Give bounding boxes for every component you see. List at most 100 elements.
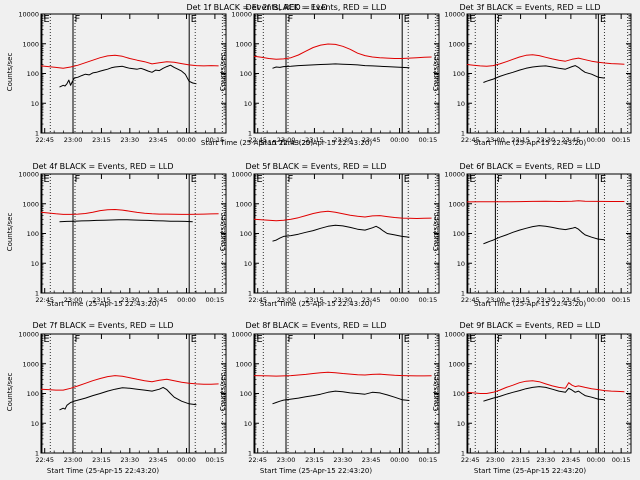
x-tick-label: 22:45 <box>461 456 480 464</box>
y-tick-label: 100 <box>240 390 252 398</box>
y-tick-label: 10000 <box>18 11 39 19</box>
x-tick-label: 23:45 <box>362 456 381 464</box>
detector-7f-panel: Det 7f BLACK = Events, RED = LLD Start T… <box>6 321 227 475</box>
y-tick-label: 10 <box>457 420 465 428</box>
detector-5f-panel: Det 5f BLACK = Events, RED = LLD Start T… <box>219 162 440 308</box>
x-tick-label: 00:15 <box>206 136 225 144</box>
lld-series-line <box>253 210 432 222</box>
y-tick-label: 10 <box>244 260 252 268</box>
panel-title: Det 7f BLACK = Events, RED = LLD <box>32 321 173 330</box>
x-tick-label: 23:45 <box>362 296 381 304</box>
panel-title: Det 2f BLACK = Events, RED = LLD <box>245 3 386 12</box>
x-tick-label: 00:15 <box>612 456 631 464</box>
y-tick-label: 1000 <box>235 40 252 48</box>
y-tick-label: 1 <box>35 130 39 138</box>
event-marker-label: E <box>404 14 410 25</box>
x-tick-label: 00:15 <box>419 136 438 144</box>
x-tick-label: 00:00 <box>390 136 409 144</box>
x-tick-label: 23:15 <box>511 456 530 464</box>
x-tick-label: 23:00 <box>64 456 83 464</box>
event-marker-label: E <box>191 14 197 25</box>
x-tick-label: 23:30 <box>120 456 139 464</box>
x-tick-label: 23:30 <box>333 456 352 464</box>
x-tick-label: 23:00 <box>486 296 505 304</box>
x-tick-label: 23:45 <box>149 456 168 464</box>
event-marker-label: E <box>404 174 410 185</box>
detector-6f-panel: Det 6f BLACK = Events, RED = LLD Start T… <box>432 162 632 308</box>
y-tick-label: 100 <box>240 70 252 78</box>
x-tick-label: 00:00 <box>587 456 606 464</box>
x-tick-label: 00:15 <box>419 296 438 304</box>
x-tick-label: 23:15 <box>305 136 324 144</box>
y-tick-label: 10000 <box>18 331 39 339</box>
x-tick-label: 00:15 <box>612 136 631 144</box>
y-tick-label: 1000 <box>448 200 465 208</box>
y-tick-label: 10 <box>31 260 39 268</box>
detector-4f-panel: Det 4f BLACK = Events, RED = LLD Start T… <box>6 162 227 308</box>
y-tick-label: 100 <box>453 70 465 78</box>
event-marker-label: E <box>404 334 410 345</box>
x-tick-label: 23:45 <box>149 296 168 304</box>
events-series-line <box>59 219 193 223</box>
event-marker-label: E <box>191 334 197 345</box>
x-axis-label: Start Time (25-Apr-15 22:43:20) <box>260 467 372 475</box>
y-tick-label: 1000 <box>22 200 39 208</box>
event-marker-label: E <box>256 174 262 185</box>
x-axis-label: Start Time (25-Apr-15 22:43:20) <box>47 300 159 308</box>
y-tick-label: 100 <box>453 390 465 398</box>
event-marker-label: F <box>497 334 503 345</box>
event-marker-label: E <box>469 174 475 185</box>
x-tick-label: 23:00 <box>486 136 505 144</box>
x-axis-label: Start Time (25-Apr-15 22:43:20) <box>47 467 159 475</box>
detector-9f-panel: Det 9f BLACK = Events, RED = LLD Start T… <box>432 321 632 475</box>
y-axis-label: Counts/sec <box>219 373 227 412</box>
y-tick-label: 1 <box>35 450 39 458</box>
x-axis-label: Start Time (25-Apr-15 22:43:20) <box>260 300 372 308</box>
y-tick-label: 100 <box>453 230 465 238</box>
x-tick-label: 00:00 <box>587 136 606 144</box>
event-marker-label: F <box>288 14 294 25</box>
x-tick-label: 23:30 <box>333 296 352 304</box>
x-tick-label: 23:30 <box>536 136 555 144</box>
y-axis-label: Counts/sec <box>432 213 440 252</box>
y-tick-label: 1000 <box>235 200 252 208</box>
x-tick-label: 00:00 <box>587 296 606 304</box>
y-tick-label: 1 <box>248 290 252 298</box>
x-tick-label: 23:15 <box>305 296 324 304</box>
x-tick-label: 22:45 <box>35 136 54 144</box>
events-series-line <box>272 63 410 69</box>
detector-1f-panel: Det 1f BLACK = Events, RED = LLD Start T… <box>6 3 328 147</box>
y-tick-label: 100 <box>27 230 39 238</box>
y-tick-label: 1 <box>461 290 465 298</box>
event-marker-label: E <box>256 334 262 345</box>
event-marker-label: E <box>43 334 49 345</box>
y-tick-label: 10000 <box>231 331 252 339</box>
y-tick-label: 1000 <box>448 360 465 368</box>
event-marker-label: E <box>191 174 197 185</box>
event-marker-label: E <box>600 14 606 25</box>
x-tick-label: 23:15 <box>511 136 530 144</box>
y-tick-label: 1 <box>35 290 39 298</box>
x-axis-label: Start Time (25-Apr-15 22:43:20) <box>474 300 586 308</box>
y-tick-label: 10000 <box>444 171 465 179</box>
x-tick-label: 22:45 <box>35 296 54 304</box>
x-tick-label: 23:45 <box>561 296 580 304</box>
lld-series-line <box>40 375 219 391</box>
lld-series-line <box>253 371 432 377</box>
x-tick-label: 23:30 <box>536 456 555 464</box>
x-tick-label: 00:15 <box>206 296 225 304</box>
y-tick-label: 1000 <box>235 360 252 368</box>
y-tick-label: 100 <box>27 70 39 78</box>
x-tick-label: 00:00 <box>177 456 196 464</box>
x-tick-label: 23:30 <box>333 136 352 144</box>
x-tick-label: 00:00 <box>177 136 196 144</box>
lld-series-line <box>466 54 625 67</box>
x-tick-label: 23:15 <box>511 296 530 304</box>
x-tick-label: 23:45 <box>561 136 580 144</box>
panel-title: Det 8f BLACK = Events, RED = LLD <box>245 321 386 330</box>
y-axis-label: Counts/sec <box>6 373 14 412</box>
y-axis-label: Counts/sec <box>432 373 440 412</box>
y-tick-label: 10 <box>457 100 465 108</box>
x-tick-label: 22:45 <box>461 136 480 144</box>
